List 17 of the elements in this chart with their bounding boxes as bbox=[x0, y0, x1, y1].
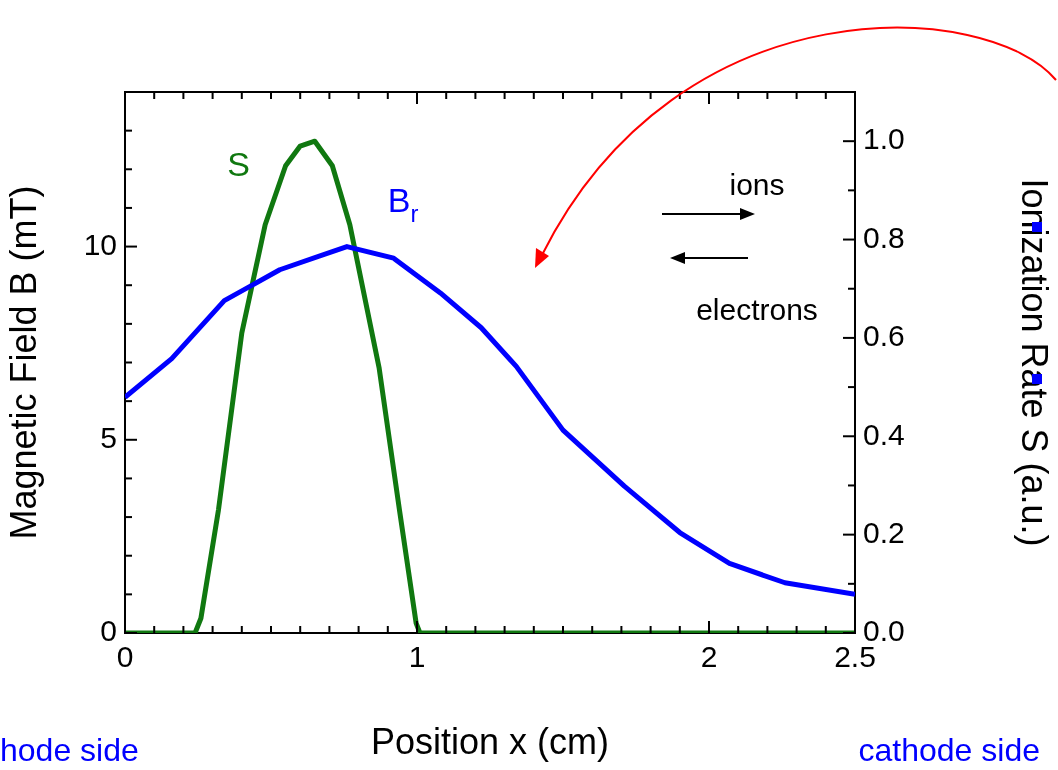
y2-tick-label: 0.8 bbox=[863, 220, 905, 254]
y-axis-title: Magnetic Field B (mT) bbox=[2, 185, 44, 540]
y-tick-label: 10 bbox=[83, 227, 117, 261]
x-tick-label: 2 bbox=[700, 640, 718, 674]
y-tick-label: 0 bbox=[100, 614, 117, 648]
annotation: ions bbox=[729, 168, 785, 202]
text: cathode side bbox=[858, 731, 1040, 768]
x-tick-label: 1 bbox=[408, 640, 426, 674]
annotation: electrons bbox=[696, 293, 818, 327]
series-label: S bbox=[227, 144, 250, 183]
x-axis-title: Position x (cm) bbox=[370, 721, 610, 763]
text: hode side bbox=[0, 731, 139, 768]
y-tick-label: 5 bbox=[100, 421, 117, 455]
y2-tick-label: 0.4 bbox=[863, 417, 905, 451]
y2-tick-label: 0.6 bbox=[863, 319, 905, 353]
y2-tick-label: 1.0 bbox=[863, 122, 905, 156]
y2-tick-label: 0.2 bbox=[863, 515, 905, 549]
